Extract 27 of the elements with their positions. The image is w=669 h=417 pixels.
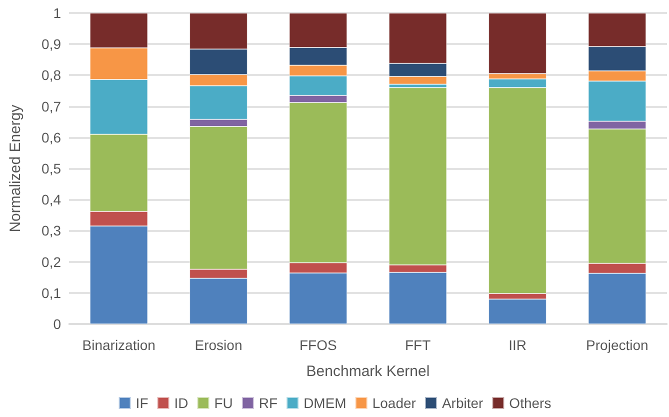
y-tick-label: 0,6 [42,129,62,146]
x-tick-label: Projection [586,337,648,353]
y-tick-label: 0,1 [42,284,62,301]
x-tick-label: FFOS [299,337,337,353]
legend-label: Arbiter [442,395,484,411]
y-tick-label: 1 [53,5,62,21]
y-axis-title: Normalized Energy [7,104,24,232]
y-tick-label: 0,3 [42,222,62,239]
x-tick-label: IIR [508,337,526,353]
y-tick-label: 0,2 [42,254,62,270]
y-tick-label: 0 [53,316,62,332]
x-tick-label: FFT [405,337,432,353]
legend-label: DMEM [304,395,346,411]
y-tick-label: 0,4 [42,192,62,208]
x-tick-label: Binarization [82,337,156,353]
legend-label: Others [509,395,552,411]
y-tick-label: 0,8 [42,67,62,84]
x-axis-title: Benchmark Kernel [306,363,430,380]
x-tick-label: Erosion [194,337,242,353]
y-tick-label: 0,5 [42,160,62,176]
legend-label: RF [258,395,278,411]
legend-label: IF [136,395,148,411]
legend-label: FU [214,395,233,411]
legend-label: Loader [372,395,416,411]
y-tick-label: 0,9 [42,36,62,52]
y-tick-label: 0,7 [42,98,62,114]
legend-label: ID [174,395,188,411]
